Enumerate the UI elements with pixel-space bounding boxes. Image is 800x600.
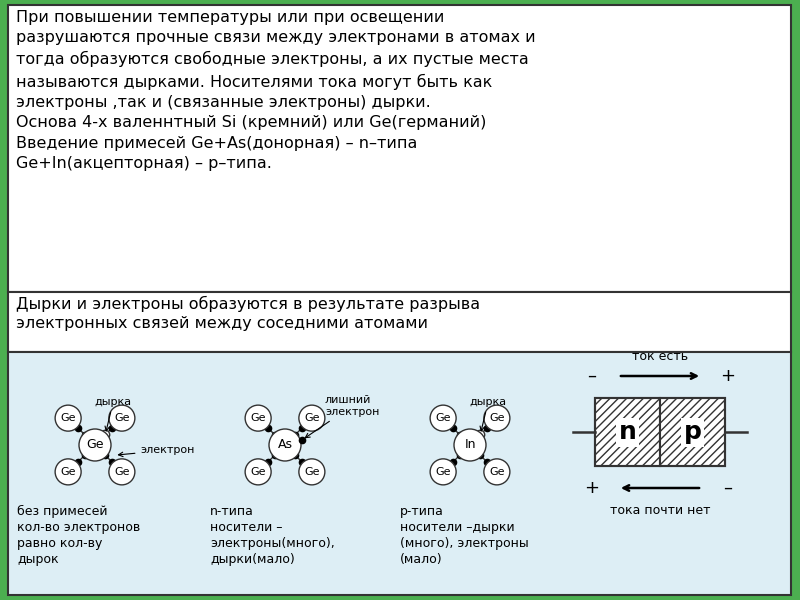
Text: Ge: Ge <box>250 467 266 477</box>
Bar <box>8 292 791 352</box>
Text: +: + <box>721 367 735 385</box>
Bar <box>8 352 791 595</box>
Circle shape <box>109 459 135 485</box>
Text: Ge: Ge <box>60 413 76 423</box>
Circle shape <box>269 429 301 461</box>
Circle shape <box>299 459 325 485</box>
Text: –: – <box>587 367 597 385</box>
Bar <box>595 398 725 466</box>
Text: Ge: Ge <box>114 413 130 423</box>
Circle shape <box>79 429 111 461</box>
Text: лишний
электрон: лишний электрон <box>306 395 379 438</box>
Text: Ge: Ge <box>435 467 451 477</box>
Bar <box>8 5 791 292</box>
Circle shape <box>55 405 81 431</box>
Circle shape <box>109 405 135 431</box>
Text: При повышении температуры или при освещении
разрушаются прочные связи между элек: При повышении температуры или при освеще… <box>16 10 536 171</box>
Circle shape <box>484 459 510 485</box>
Text: Ge: Ge <box>114 467 130 477</box>
Text: As: As <box>278 439 293 451</box>
Text: Ge: Ge <box>304 467 320 477</box>
Circle shape <box>55 459 81 485</box>
Text: р-типа
носители –дырки
(много), электроны
(мало): р-типа носители –дырки (много), электрон… <box>400 505 529 566</box>
Text: In: In <box>464 439 476 451</box>
Circle shape <box>245 459 271 485</box>
Text: без примесей
кол-во электронов
равно кол-ву
дырок: без примесей кол-во электронов равно кол… <box>17 505 140 566</box>
Text: дырка: дырка <box>94 397 132 431</box>
Text: +: + <box>585 479 599 497</box>
Text: Ge: Ge <box>489 467 505 477</box>
Text: ток есть: ток есть <box>632 349 688 362</box>
Circle shape <box>430 405 456 431</box>
Text: Ge: Ge <box>250 413 266 423</box>
Bar <box>660 398 725 466</box>
Bar <box>595 398 660 466</box>
Circle shape <box>430 459 456 485</box>
Text: дырка: дырка <box>470 397 506 431</box>
Circle shape <box>454 429 486 461</box>
Text: Дырки и электроны образуются в результате разрыва
электронных связей между сосед: Дырки и электроны образуются в результат… <box>16 296 480 331</box>
Text: тока почти нет: тока почти нет <box>610 504 710 517</box>
Text: Ge: Ge <box>489 413 505 423</box>
Text: –: – <box>723 479 733 497</box>
Text: n: n <box>618 420 637 444</box>
Text: n-типа
носители –
электроны(много),
дырки(мало): n-типа носители – электроны(много), дырк… <box>210 505 334 566</box>
Circle shape <box>476 430 485 439</box>
Circle shape <box>245 405 271 431</box>
Circle shape <box>101 430 110 439</box>
Circle shape <box>484 405 510 431</box>
Text: Ge: Ge <box>435 413 451 423</box>
Text: электрон: электрон <box>118 445 195 457</box>
Text: p: p <box>683 420 702 444</box>
Text: Ge: Ge <box>86 439 104 451</box>
Circle shape <box>299 405 325 431</box>
Text: Ge: Ge <box>60 467 76 477</box>
Text: Ge: Ge <box>304 413 320 423</box>
